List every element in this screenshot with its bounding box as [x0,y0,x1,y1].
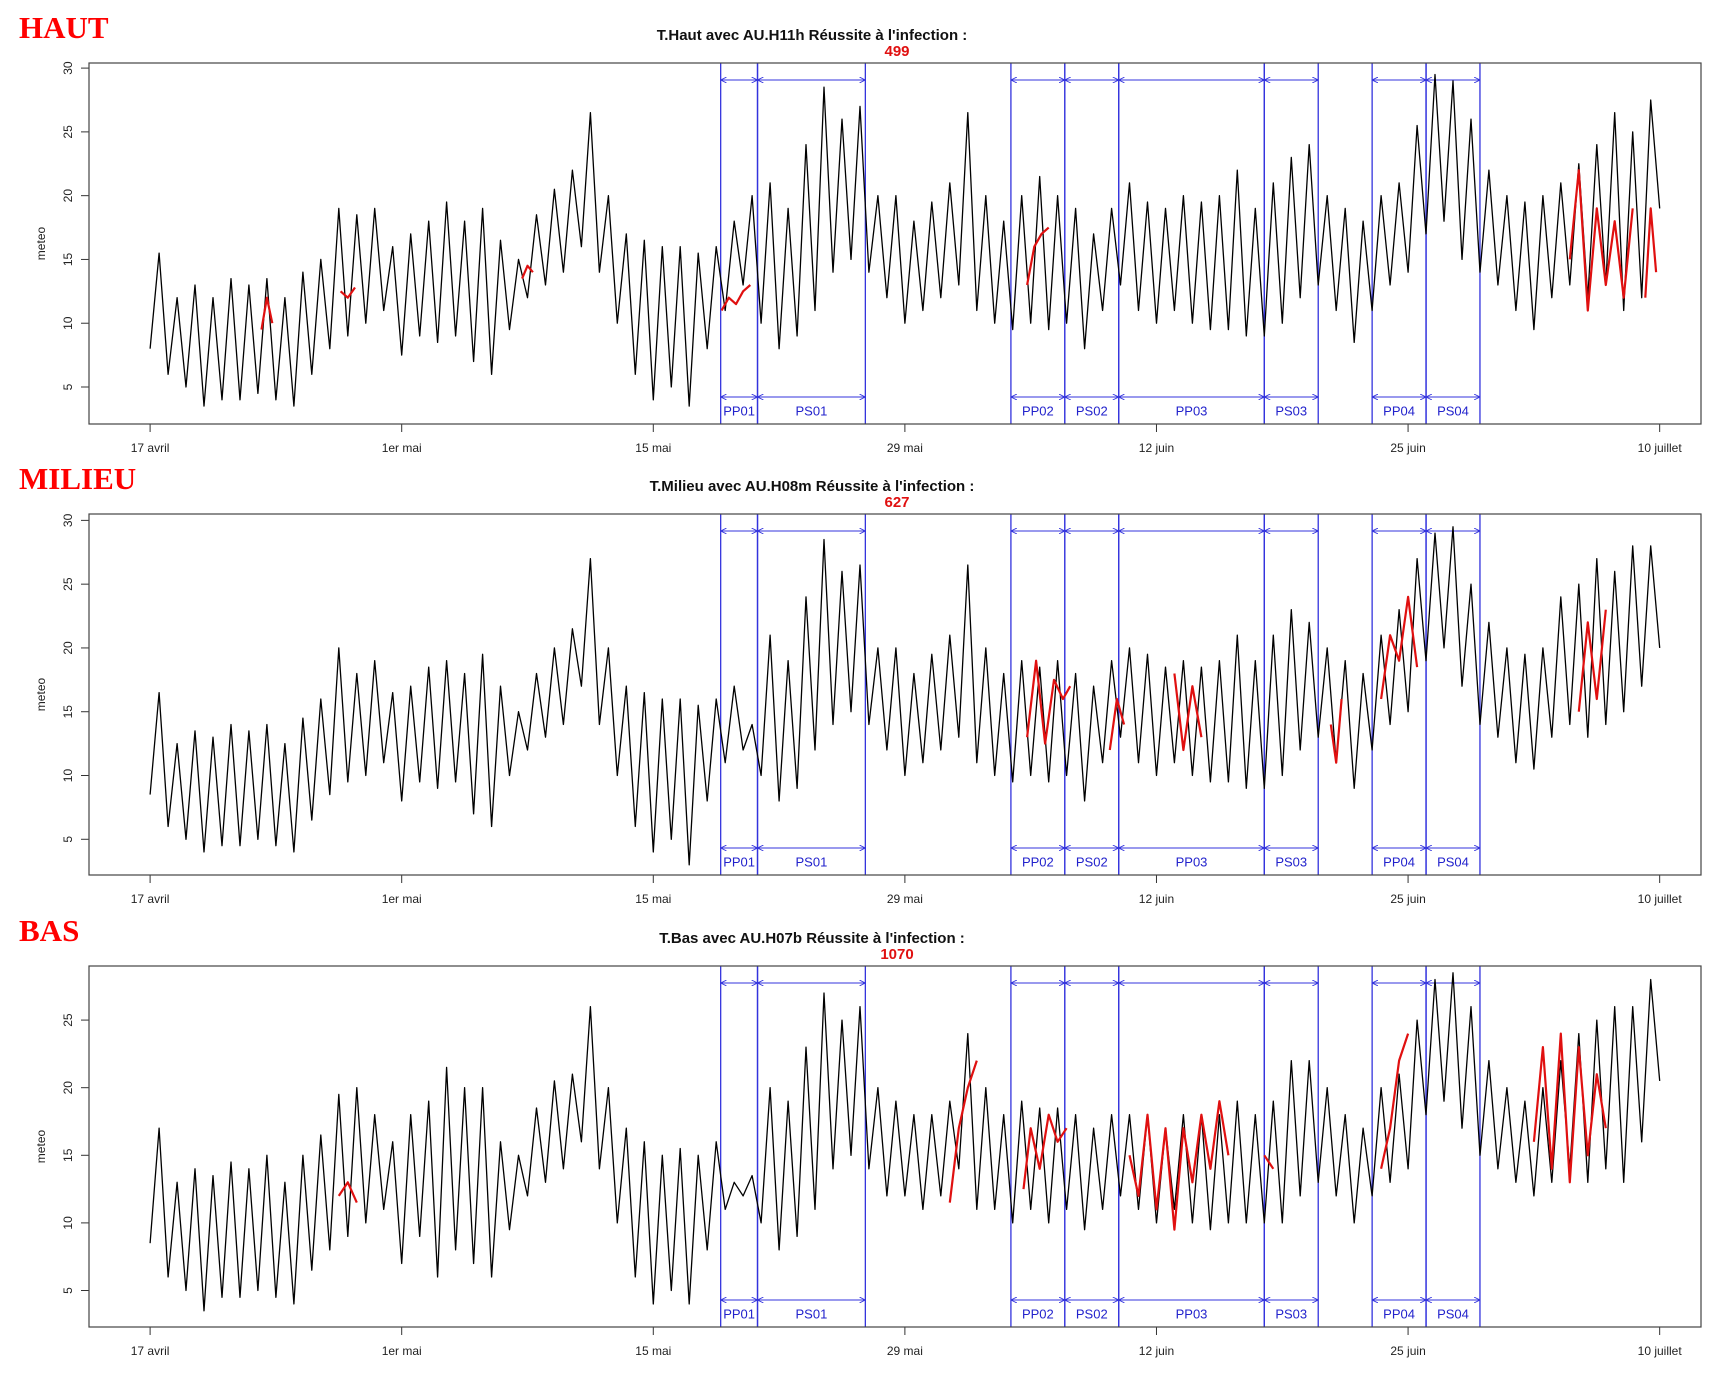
x-tick-label: 29 mai [887,1344,923,1358]
annotation: 499 [884,43,909,60]
x-tick-label: 25 juin [1390,441,1425,455]
x-tick-label: 12 juin [1139,1344,1174,1358]
section-label: HAUT [19,10,109,45]
plot-frame [88,513,1702,876]
x-tick-label: 15 mai [635,892,671,906]
y-tick-label: 20 [61,641,75,655]
y-tick-label: 15 [61,1148,75,1162]
period-label: PP02 [1022,1306,1054,1321]
y-axis-label: meteo [34,227,48,261]
y-tick-label: 5 [61,836,75,843]
period-label: PP03 [1176,854,1208,869]
series-line [149,73,1661,407]
x-tick-label: 1er mai [382,1344,422,1358]
y-axis-label: meteo [34,678,48,712]
plot-frame [88,62,1702,425]
section-label: MILIEU [19,461,136,496]
period-label: PP02 [1022,403,1054,418]
x-tick-label: 10 juillet [1638,441,1683,455]
y-tick-label: 15 [61,705,75,719]
x-tick-label: 17 avril [131,1344,170,1358]
annotation: 1070 [880,946,913,963]
period-label: PS03 [1275,1306,1307,1321]
x-tick-label: 10 juillet [1638,1344,1683,1358]
chart-title: T.Milieu avec AU.H08m Réussite à l'infec… [650,478,975,495]
period-label: PS03 [1275,854,1307,869]
period-label: PS04 [1437,403,1469,418]
period-label: PP01 [723,1306,755,1321]
y-tick-label: 25 [61,125,75,139]
period-label: PS04 [1437,854,1469,869]
y-axis-label: meteo [34,1130,48,1164]
series-line [260,169,1658,330]
x-tick-label: 15 mai [635,1344,671,1358]
annotation: 627 [884,494,909,511]
y-tick-label: 10 [61,1216,75,1230]
series-line [1026,595,1607,764]
period-label: PS03 [1275,403,1307,418]
y-tick-label: 25 [61,1013,75,1027]
period-label: PS02 [1076,403,1108,418]
period-label: PS02 [1076,854,1108,869]
series-line [337,1032,1607,1231]
period-label: PP03 [1176,1306,1208,1321]
x-tick-label: 29 mai [887,441,923,455]
y-tick-label: 20 [61,189,75,203]
period-label: PP02 [1022,854,1054,869]
y-tick-label: 5 [61,383,75,390]
period-label: PS01 [796,403,828,418]
y-tick-label: 30 [61,61,75,75]
y-tick-label: 10 [61,769,75,783]
x-tick-label: 1er mai [382,892,422,906]
period-label: PP01 [723,854,755,869]
period-label: PP04 [1383,854,1415,869]
period-label: PS01 [796,854,828,869]
x-tick-label: 10 juillet [1638,892,1683,906]
y-tick-label: 15 [61,252,75,266]
y-tick-label: 20 [61,1081,75,1095]
x-tick-label: 25 juin [1390,892,1425,906]
period-label: PS02 [1076,1306,1108,1321]
period-label: PP03 [1176,403,1208,418]
x-tick-label: 12 juin [1139,441,1174,455]
y-tick-label: 30 [61,513,75,527]
period-label: PP04 [1383,403,1415,418]
y-tick-label: 25 [61,577,75,591]
x-tick-label: 15 mai [635,441,671,455]
x-tick-label: 17 avril [131,441,170,455]
section-label: BAS [19,913,79,948]
x-tick-label: 12 juin [1139,892,1174,906]
x-tick-label: 25 juin [1390,1344,1425,1358]
series-line [149,972,1661,1312]
x-tick-label: 1er mai [382,441,422,455]
period-label: PS04 [1437,1306,1469,1321]
chart-title: T.Bas avec AU.H07b Réussite à l'infectio… [659,930,965,947]
x-tick-label: 29 mai [887,892,923,906]
x-tick-label: 17 avril [131,892,170,906]
y-tick-label: 10 [61,316,75,330]
y-tick-label: 5 [61,1287,75,1294]
period-label: PS01 [796,1306,828,1321]
chart-title: T.Haut avec AU.H11h Réussite à l'infecti… [657,27,968,44]
period-label: PP01 [723,403,755,418]
plot-frame [88,965,1702,1328]
series-line [149,526,1661,866]
period-label: PP04 [1383,1306,1415,1321]
